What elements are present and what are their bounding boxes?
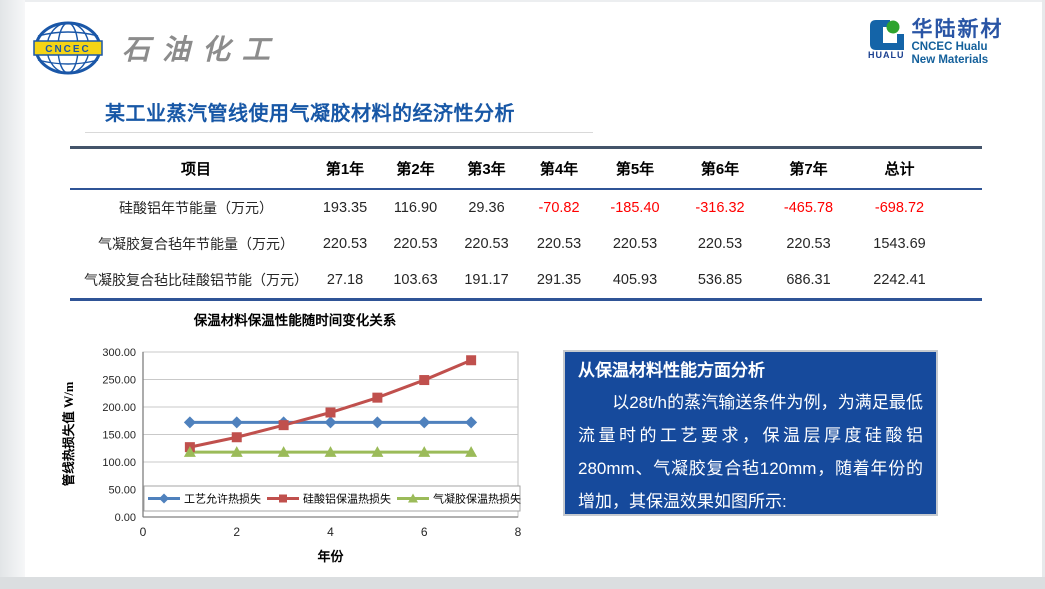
- table-cell: 220.53: [393, 236, 438, 252]
- svg-text:工艺允许热损失: 工艺允许热损失: [184, 492, 261, 506]
- hualu-name-cn: 华陆新材: [911, 18, 1004, 41]
- table-cell: 2242.41: [873, 272, 926, 288]
- analysis-box-title: 从保温材料性能方面分析: [578, 361, 765, 380]
- hualu-name-en2: New Materials: [911, 54, 989, 66]
- chart-x-axis-label: 年份: [317, 549, 344, 564]
- slide-edge-left: [0, 0, 25, 589]
- table-cell: 193.35: [322, 200, 368, 216]
- hualu-mark-icon: [870, 20, 905, 50]
- hualu-logo: HUALU 华陆新材 CNCEC Hualu New Materials: [868, 18, 1004, 67]
- table-header-row: 项目 第1年 第2年 第3年 第4年 第5年 第6年 第7年 总计: [70, 148, 982, 189]
- hualu-name-en1: CNCEC Hualu: [911, 41, 988, 53]
- svg-text:气凝胶保温热损失: 气凝胶保温热损失: [433, 492, 521, 506]
- hualu-mark-label: HUALU: [868, 50, 905, 60]
- table-cell: 291.35: [536, 272, 582, 288]
- svg-text:250.00: 250.00: [102, 375, 136, 387]
- table-cell: 220.53: [697, 236, 743, 252]
- table-cell: 191.17: [464, 272, 509, 288]
- svg-text:8: 8: [515, 525, 522, 539]
- analysis-box: 从保温材料性能方面分析 以28t/h的蒸汽输送条件为例，为满足最低流量时的工艺要…: [563, 350, 938, 516]
- hualu-text: 华陆新材 CNCEC Hualu New Materials: [912, 18, 1004, 67]
- svg-text:4: 4: [327, 525, 334, 539]
- table-cell: 220.53: [612, 236, 658, 252]
- cncec-logo: CNCEC 石油化工: [32, 20, 282, 76]
- svg-text:0.00: 0.00: [115, 512, 136, 524]
- row-label: 气凝胶复合毡年节能量（万元）: [98, 236, 294, 252]
- svg-text:2: 2: [233, 525, 240, 539]
- table-cell: -465.78: [783, 200, 834, 216]
- svg-text:50.00: 50.00: [108, 485, 136, 497]
- svg-text:150.00: 150.00: [102, 430, 136, 442]
- table-header-cell: 第7年: [789, 161, 828, 178]
- table-cell: 405.93: [612, 272, 658, 288]
- table-cell: -316.32: [695, 200, 745, 216]
- svg-text:0: 0: [140, 525, 147, 539]
- svg-text:300.00: 300.00: [102, 347, 136, 359]
- insulation-performance-chart: 0.00 50.00 100.00 150.00 200.00 250.00 300.00 0…: [61, 347, 522, 539]
- table-cell: 220.53: [464, 236, 509, 252]
- hualu-mark: HUALU: [868, 18, 905, 60]
- page-title: 某工业蒸汽管线使用气凝胶材料的经济性分析: [105, 103, 515, 125]
- table-row: 气凝胶复合毡年节能量（万元） 220.53 220.53 220.53 220.53 22…: [70, 226, 982, 262]
- analysis-box-body: 以28t/h的蒸汽输送条件为例，为满足最低流量时的工艺要求，保温层厚度硅酸铝28…: [578, 393, 923, 511]
- table-row: 气凝胶复合毡比硅酸铝节能（万元） 27.18 103.63 191.17 291.35 4…: [70, 262, 982, 300]
- table-cell: 116.90: [393, 200, 438, 216]
- table-header-cell: 第1年: [325, 161, 365, 178]
- table-header-cell: 第3年: [467, 161, 506, 178]
- table-cell: 103.63: [393, 272, 438, 288]
- table-header-cell: 第2年: [396, 161, 435, 178]
- table-cell: -185.40: [610, 200, 660, 216]
- table-row: 硅酸铝年节能量（万元） 193.35 116.90 29.36 -70.82 -185.4…: [70, 189, 982, 226]
- table-cell: 686.31: [786, 272, 831, 288]
- table-cell: -70.82: [538, 200, 580, 216]
- table-header-cell: 第6年: [700, 161, 740, 178]
- svg-text:CNCEC: CNCEC: [45, 44, 91, 55]
- cncec-globe-icon: CNCEC: [33, 21, 103, 75]
- table-cell: 220.53: [536, 236, 582, 252]
- title-underline: [85, 132, 593, 133]
- table-cell: 1543.69: [873, 236, 926, 252]
- svg-text:硅酸铝保温热损失: 硅酸铝保温热损失: [303, 492, 391, 506]
- table-cell: 220.53: [786, 236, 831, 252]
- svg-text:200.00: 200.00: [102, 402, 136, 414]
- chart-title: 保温材料保温性能随时间变化关系: [193, 313, 397, 328]
- table-cell: -698.72: [874, 200, 925, 216]
- svg-text:管线热损失值 W/m: 管线热损失值 W/m: [61, 381, 76, 486]
- economics-table: 项目 第1年 第2年 第3年 第4年 第5年 第6年 第7年 总计 硅酸铝年节能量（万元） 193…: [70, 146, 982, 301]
- table-cell: 29.36: [468, 200, 505, 216]
- table-cell: 220.53: [322, 236, 368, 252]
- table-header-cell: 总计: [884, 161, 915, 178]
- cncec-brand-text: 石油化工: [122, 35, 283, 66]
- slide-edge-right: [1042, 0, 1045, 589]
- table-cell: 536.85: [697, 272, 743, 288]
- svg-text:6: 6: [421, 525, 428, 539]
- row-label: 气凝胶复合毡比硅酸铝节能（万元）: [84, 272, 308, 288]
- table-header-cell: 第4年: [539, 161, 579, 178]
- table-header-cell: 第5年: [615, 161, 655, 178]
- slide-edge-top: [0, 0, 1045, 2]
- slide-edge-bottom: [0, 577, 1045, 589]
- economics-table-wrap: 项目 第1年 第2年 第3年 第4年 第5年 第6年 第7年 总计 硅酸铝年节能量（万元） 193…: [70, 146, 982, 301]
- table-cell: 27.18: [326, 272, 364, 288]
- svg-text:100.00: 100.00: [102, 457, 136, 469]
- row-label: 硅酸铝年节能量（万元）: [119, 200, 273, 216]
- table-header-cell: 项目: [180, 161, 211, 178]
